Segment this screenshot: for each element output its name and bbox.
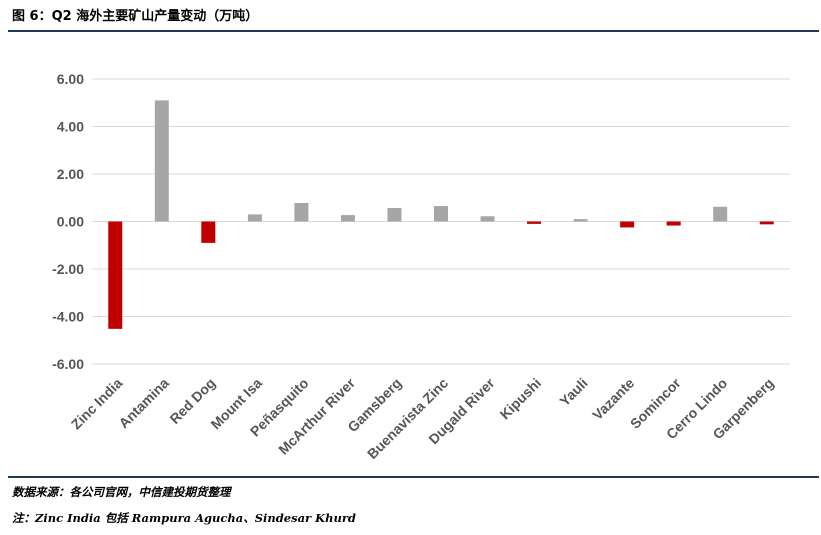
y-tick-label: -4.00 [52,309,84,325]
bar [434,206,448,222]
bar [387,207,402,222]
x-category-label: Kipushi [497,375,545,423]
x-category-label: Antamina [115,375,172,432]
y-tick-label: -2.00 [52,261,84,277]
bar-chart: 6.00 4.00 2.00 0.00 -2.00 -4.00 -6.00 Zinc Ind… [52,71,790,462]
x-category-label: Buenavista Zinc [364,375,451,462]
bar [620,221,635,228]
bar [154,100,169,222]
source-note: 数据来源：各公司官网，中信建投期货整理 [12,485,231,499]
bar [340,215,355,222]
bar [666,221,681,226]
y-axis-ticks: 6.00 4.00 2.00 0.00 -2.00 -4.00 -6.00 [52,71,84,372]
y-tick-label: 4.00 [57,119,84,135]
bar [527,221,542,224]
bar [480,216,495,222]
y-tick-label: 0.00 [57,214,84,230]
title-rule [8,30,819,32]
bar [713,206,728,222]
x-category-label: Yauli [556,375,590,409]
y-tick-label: -6.00 [52,356,84,372]
y-tick-label: 2.00 [57,166,84,182]
bars [108,100,774,329]
bar [108,221,123,329]
footer-rule [8,476,819,478]
bar [573,219,588,222]
bar [759,221,774,225]
figure-title: 图 6：Q2 海外主要矿山产量变动（万吨） [12,9,259,24]
x-category-label: Zinc India [68,375,126,433]
remark-note: 注：Zinc India 包括 Rampura Agucha、Sindesar … [12,511,356,525]
bar [294,202,309,222]
bar [201,221,216,243]
y-tick-label: 6.00 [57,71,84,87]
bar [247,214,262,222]
